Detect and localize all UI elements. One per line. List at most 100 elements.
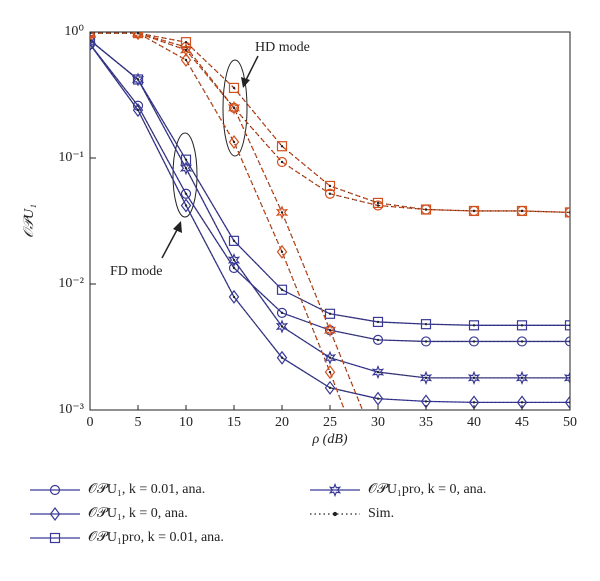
marker	[228, 134, 240, 149]
sim-point	[424, 340, 428, 343]
marker	[276, 350, 288, 365]
annotation: HD mode	[255, 40, 310, 55]
x-tick-label: 30	[371, 415, 385, 430]
marker	[468, 320, 480, 331]
sim-point	[232, 86, 236, 90]
marker	[49, 484, 61, 496]
sim-point	[184, 192, 188, 195]
sim-point	[568, 401, 570, 404]
marker	[468, 336, 480, 347]
y-tick-label: 10⁻²	[58, 276, 84, 291]
sim-point	[568, 211, 570, 214]
marker	[180, 52, 192, 67]
marker	[132, 103, 144, 118]
annotation: FD mode	[110, 264, 163, 279]
sim-point	[376, 397, 380, 400]
marker	[228, 262, 240, 274]
sim-line	[90, 43, 570, 342]
sim-point	[376, 370, 380, 374]
y-axis-label: 𝒪𝒫U₁	[22, 204, 37, 238]
sim-line	[90, 39, 570, 379]
x-tick-label: 45	[515, 415, 529, 430]
marker	[516, 336, 528, 347]
marker	[180, 37, 192, 48]
marker	[180, 198, 192, 213]
marker	[131, 32, 145, 41]
marker	[371, 364, 385, 380]
sim-point	[184, 158, 188, 161]
marker	[275, 319, 289, 334]
marker	[324, 188, 336, 199]
hd-ellipse	[222, 59, 248, 157]
sim-point	[520, 324, 524, 327]
marker	[516, 320, 528, 331]
sim-point	[520, 340, 524, 343]
sim-point	[232, 258, 236, 262]
marker	[276, 141, 288, 152]
marker	[276, 307, 288, 318]
x-tick-label: 10	[179, 415, 193, 430]
legend-label: 𝒪𝒫U₁pro, k = 0, ana.	[368, 482, 486, 497]
sim-point	[280, 311, 284, 315]
marker	[372, 316, 384, 328]
marker	[372, 334, 384, 346]
sim-point	[472, 209, 476, 213]
marker	[564, 207, 570, 218]
marker	[227, 252, 241, 268]
marker	[276, 284, 288, 295]
y-tick-label: 10⁰	[64, 24, 84, 39]
marker	[516, 205, 528, 217]
fd-arrowhead	[173, 221, 182, 233]
sim-point	[184, 48, 188, 52]
x-tick-label: 20	[275, 415, 289, 430]
sim-point	[568, 376, 570, 380]
sim-point	[90, 32, 92, 35]
marker	[90, 35, 96, 46]
hd-arrowhead	[241, 77, 250, 88]
marker	[324, 180, 336, 192]
marker	[515, 370, 529, 385]
x-tick-label: 40	[467, 415, 481, 430]
marker	[419, 370, 433, 385]
marker	[179, 161, 193, 176]
sim-point	[232, 106, 236, 110]
sim-point	[184, 40, 188, 44]
marker	[420, 336, 432, 347]
sim-point	[376, 204, 380, 207]
marker	[563, 370, 570, 385]
marker	[420, 319, 432, 330]
sim-point	[424, 208, 428, 211]
series-line	[90, 43, 570, 403]
sim-point	[280, 288, 284, 291]
marker	[323, 323, 337, 338]
marker	[324, 380, 336, 395]
x-tick-label: 35	[419, 415, 433, 430]
sim-point	[232, 266, 236, 270]
marker	[228, 289, 240, 304]
sim-point	[377, 447, 379, 449]
sim-point	[472, 340, 476, 343]
sim-point	[520, 376, 524, 380]
marker	[564, 320, 570, 331]
legend-label: Sim.	[368, 506, 394, 521]
sim-point	[328, 356, 332, 359]
marker	[275, 205, 289, 220]
sim-point	[328, 312, 332, 316]
legend-label: 𝒪𝒫U₁pro, k = 0.01, ana.	[88, 530, 224, 545]
y-tick-label: 10⁻³	[58, 402, 84, 417]
marker	[564, 395, 570, 410]
sim-point	[328, 184, 332, 188]
marker	[373, 442, 383, 453]
sim-point	[376, 201, 380, 205]
x-tick-label: 15	[227, 415, 241, 430]
marker	[228, 235, 240, 246]
marker	[332, 511, 338, 517]
marker	[467, 370, 481, 385]
sim-point	[184, 58, 188, 62]
sim-point	[184, 166, 188, 170]
sim-point	[472, 324, 476, 327]
sim-point	[377, 497, 379, 499]
marker	[276, 156, 288, 168]
marker	[179, 42, 193, 58]
